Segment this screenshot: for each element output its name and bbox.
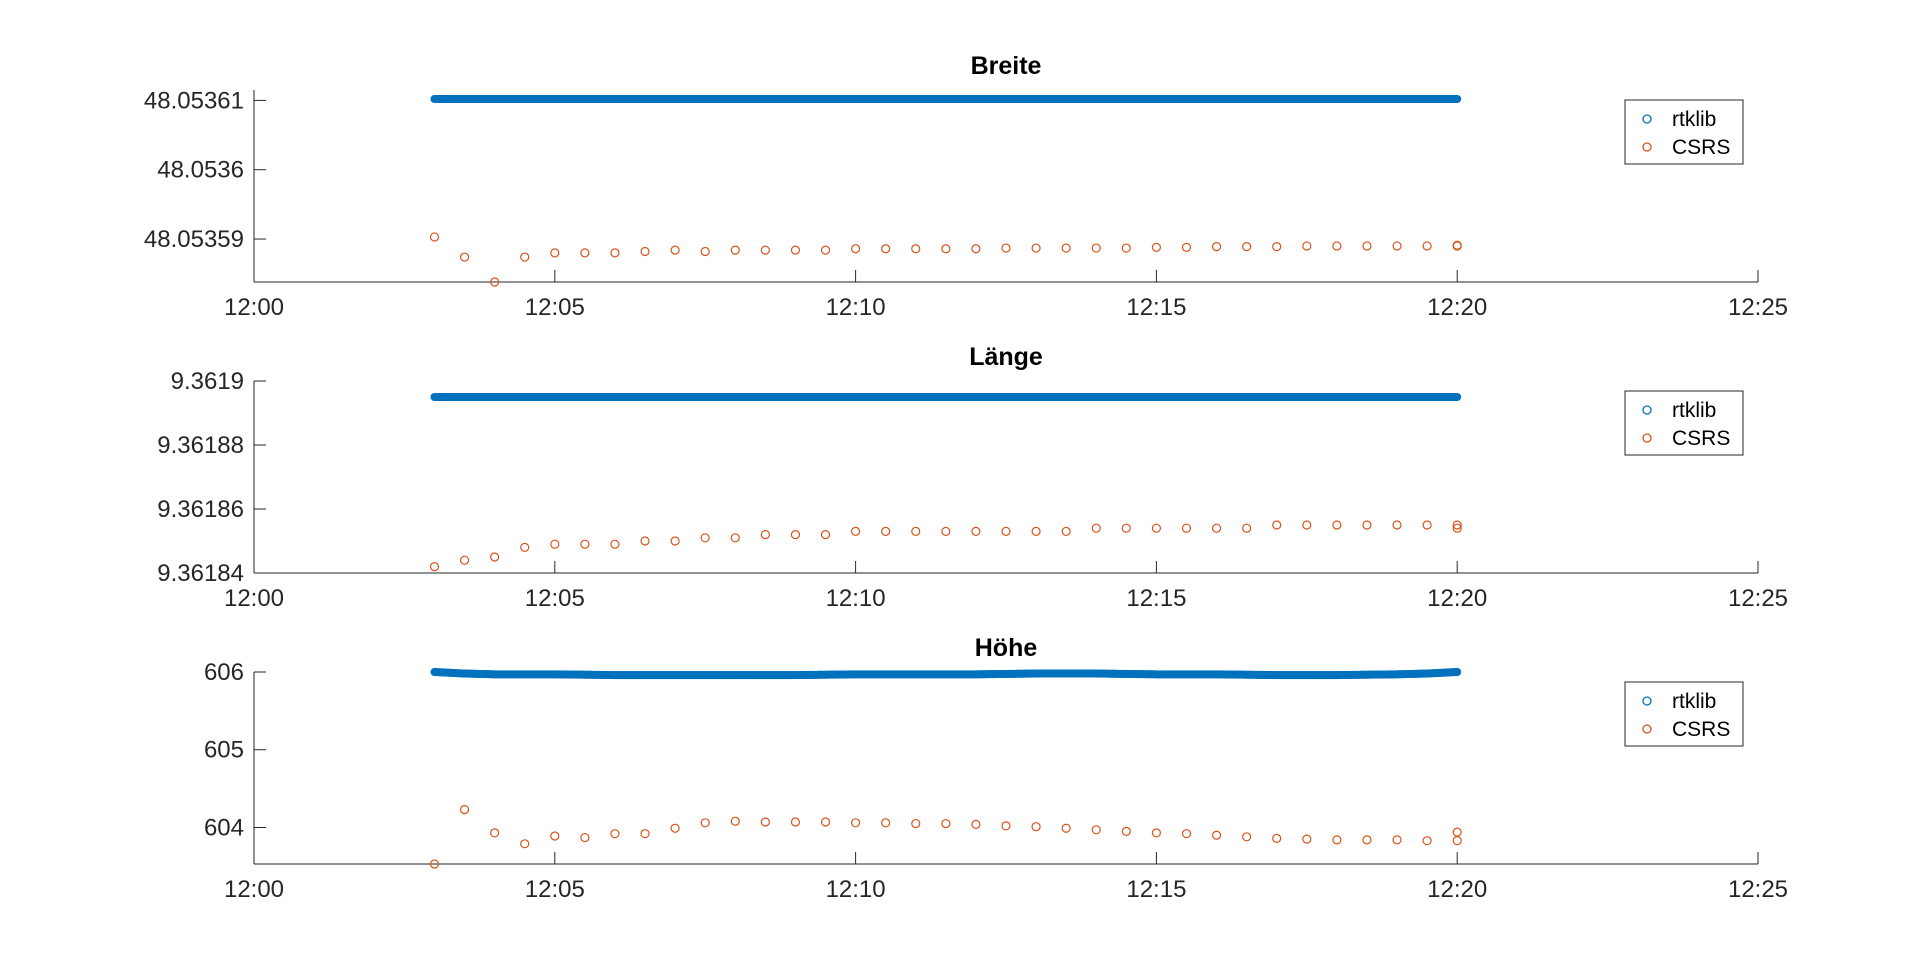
x-tick-label: 12:15 — [1126, 585, 1186, 612]
series-rtklib — [431, 394, 1460, 400]
x-tick-label: 12:05 — [525, 294, 585, 321]
chart-title: Höhe — [975, 634, 1038, 662]
legend: rtklib CSRS — [1625, 682, 1743, 746]
legend-label-rtklib: rtklib — [1672, 108, 1716, 131]
x-tick-label: 12:15 — [1126, 876, 1186, 903]
chart-title: Breite — [971, 52, 1042, 80]
x-tick-label: 12:10 — [826, 876, 886, 903]
legend: rtklib CSRS — [1625, 100, 1743, 164]
legend: rtklib CSRS — [1625, 391, 1743, 455]
y-tick-label: 9.36186 — [157, 496, 244, 523]
y-tick-label: 48.05359 — [144, 226, 244, 253]
x-tick-label: 12:10 — [826, 585, 886, 612]
x-tick-label: 12:15 — [1126, 294, 1186, 321]
y-tick-label: 9.36184 — [157, 560, 244, 587]
x-tick-label: 12:00 — [224, 294, 284, 321]
x-tick-label: 12:20 — [1427, 876, 1487, 903]
legend-label-rtklib: rtklib — [1672, 690, 1716, 713]
x-tick-label: 12:00 — [224, 876, 284, 903]
y-tick-label: 605 — [204, 737, 244, 764]
x-tick-label: 12:10 — [826, 294, 886, 321]
y-tick-label: 9.36188 — [157, 432, 244, 459]
chart-title: Länge — [969, 343, 1043, 371]
legend-label-csrs: CSRS — [1672, 718, 1730, 741]
x-tick-label: 12:05 — [525, 585, 585, 612]
y-tick-label: 48.05361 — [144, 87, 244, 114]
x-tick-label: 12:25 — [1728, 585, 1788, 612]
y-tick-label: 48.0536 — [157, 157, 244, 184]
x-tick-label: 12:25 — [1728, 876, 1788, 903]
y-tick-label: 606 — [204, 659, 244, 686]
y-tick-label: 604 — [204, 814, 244, 841]
legend-label-csrs: CSRS — [1672, 136, 1730, 159]
y-tick-label: 9.3619 — [171, 368, 244, 395]
x-tick-label: 12:25 — [1728, 294, 1788, 321]
legend-label-csrs: CSRS — [1672, 427, 1730, 450]
x-tick-label: 12:05 — [525, 876, 585, 903]
legend-label-rtklib: rtklib — [1672, 399, 1716, 422]
x-tick-label: 12:00 — [224, 585, 284, 612]
series-rtklib — [431, 96, 1460, 102]
x-tick-label: 12:20 — [1427, 585, 1487, 612]
x-tick-label: 12:20 — [1427, 294, 1487, 321]
